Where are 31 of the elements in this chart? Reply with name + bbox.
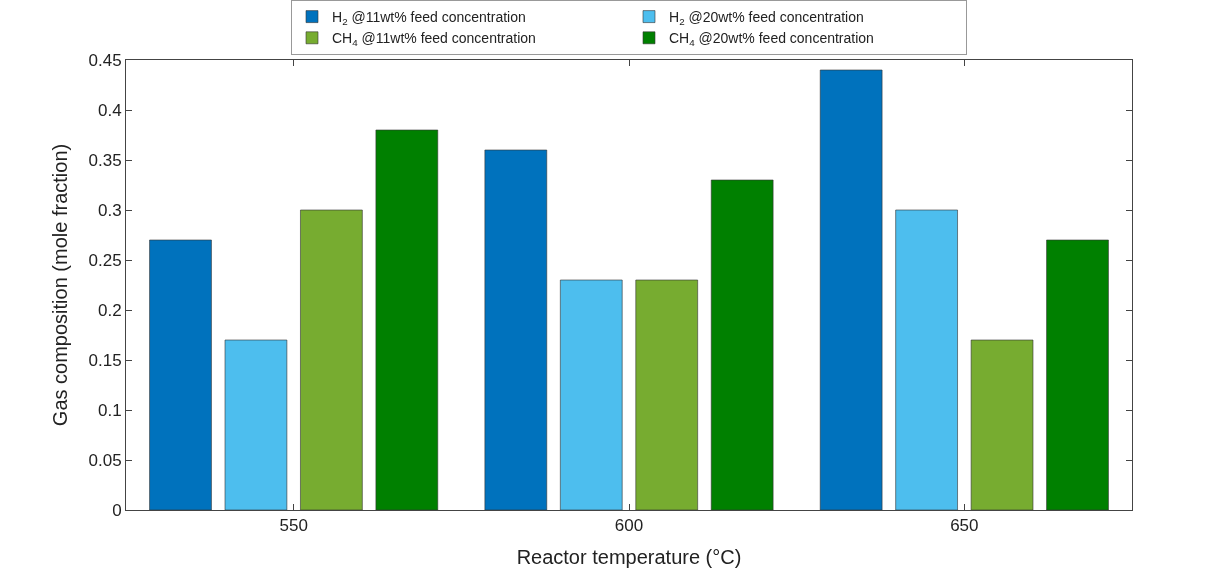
- y-tick-label: 0.1: [97, 400, 122, 420]
- y-tick-label: 0.35: [88, 150, 122, 170]
- y-tick-label: 0.05: [88, 450, 122, 470]
- bar: [484, 149, 548, 510]
- y-tick-label: 0: [112, 500, 122, 520]
- bar: [300, 209, 363, 510]
- legend-label: CH$_{4}$ @20wt% feed concentration: [669, 30, 874, 49]
- y-tick-label: 0.15: [88, 350, 122, 370]
- y-tick-label: 0.4: [97, 100, 122, 120]
- y-tick-label: 0.2: [97, 300, 122, 320]
- x-tick-label: 650: [950, 516, 979, 536]
- y-tick-label: 0.45: [88, 50, 122, 70]
- y-axis-title: Gas composition (mole fraction): [49, 143, 72, 427]
- bar: [375, 129, 439, 510]
- y-tick-label: 0.3: [97, 200, 122, 220]
- legend-label: CH$_{4}$ @11wt% feed concentration: [332, 30, 536, 49]
- bar: [224, 339, 288, 510]
- y-tick-label: 0.25: [88, 250, 122, 270]
- bar: [635, 279, 698, 510]
- bar: [710, 179, 774, 510]
- legend-label: H$_{2}$ @11wt% feed concentration: [332, 9, 526, 27]
- legend-label: H$_{2}$ @20wt% feed concentration: [669, 9, 864, 27]
- x-axis-title: Reactor temperature (°C): [516, 545, 742, 568]
- bar: [895, 209, 958, 510]
- x-tick-label: 550: [279, 516, 308, 536]
- bar: [149, 239, 212, 510]
- bar: [819, 69, 883, 510]
- x-tick-label: 600: [614, 516, 644, 536]
- bar: [560, 279, 623, 510]
- bar: [970, 339, 1034, 510]
- bar: [1046, 239, 1109, 510]
